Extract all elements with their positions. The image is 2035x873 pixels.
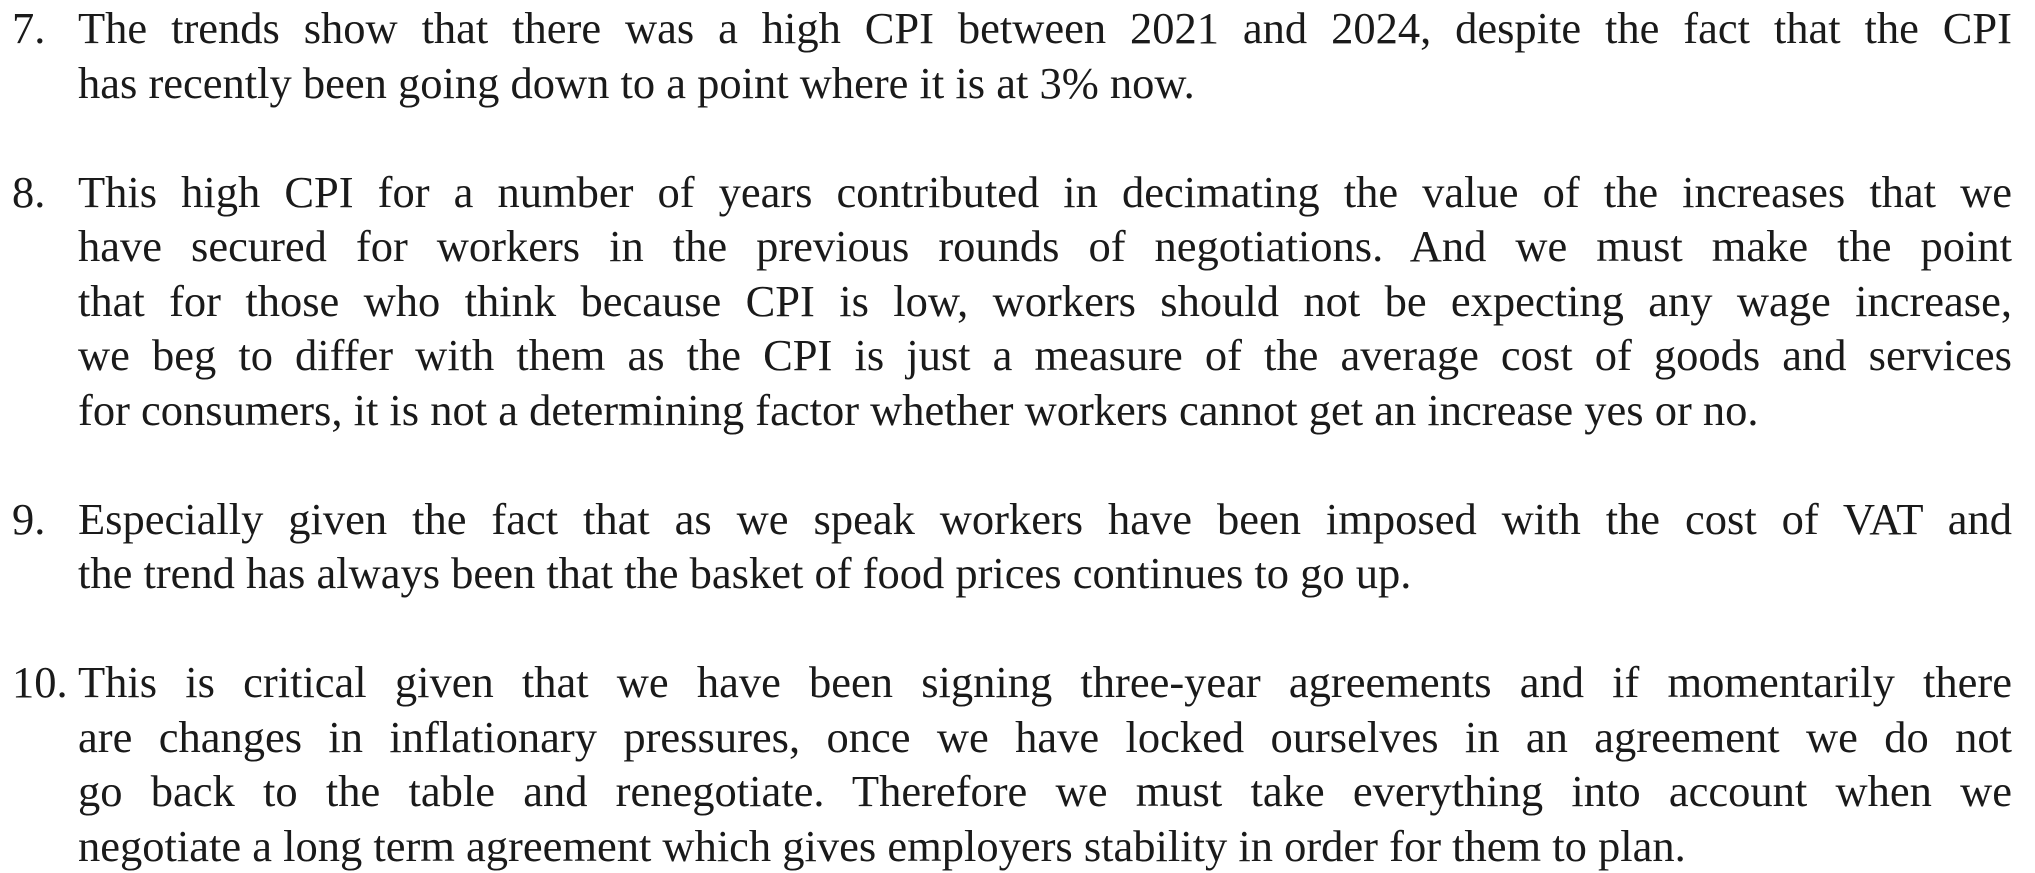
text-line: the trend has always been that the baske… xyxy=(78,546,2012,601)
item-text: Especially given the fact that as we spe… xyxy=(78,492,2012,601)
text-line: This is critical given that we have been… xyxy=(78,655,2012,710)
text-line: for consumers, it is not a determining f… xyxy=(78,383,2012,438)
item-number: 7. xyxy=(12,1,45,56)
list-item: 7. The trends show that there was a high … xyxy=(0,1,2035,110)
text-line: are changes in inflationary pressures, o… xyxy=(78,710,2012,765)
text-line: we beg to differ with them as the CPI is… xyxy=(78,328,2012,383)
item-text: This is critical given that we have been… xyxy=(78,655,2012,873)
text-line: Especially given the fact that as we spe… xyxy=(78,492,2012,547)
text-line: has recently been going down to a point … xyxy=(78,56,2012,111)
list-item: 8. This high CPI for a number of years co… xyxy=(0,165,2035,438)
text-line: that for those who think because CPI is … xyxy=(78,274,2012,329)
list-item: 10.This is critical given that we have b… xyxy=(0,655,2035,873)
item-number: 10. xyxy=(12,655,68,710)
list-item: 9. Especially given the fact that as we s… xyxy=(0,492,2035,601)
text-line: negotiate a long term agreement which gi… xyxy=(78,819,2012,873)
text-line: This high CPI for a number of years cont… xyxy=(78,165,2012,220)
text-line: have secured for workers in the previous… xyxy=(78,219,2012,274)
item-text: This high CPI for a number of years cont… xyxy=(78,165,2012,438)
item-number: 9. xyxy=(12,492,45,547)
item-text: The trends show that there was a high CP… xyxy=(78,1,2012,110)
text-line: go back to the table and renegotiate. Th… xyxy=(78,764,2012,819)
item-number: 8. xyxy=(12,165,45,220)
text-line: The trends show that there was a high CP… xyxy=(78,1,2012,56)
